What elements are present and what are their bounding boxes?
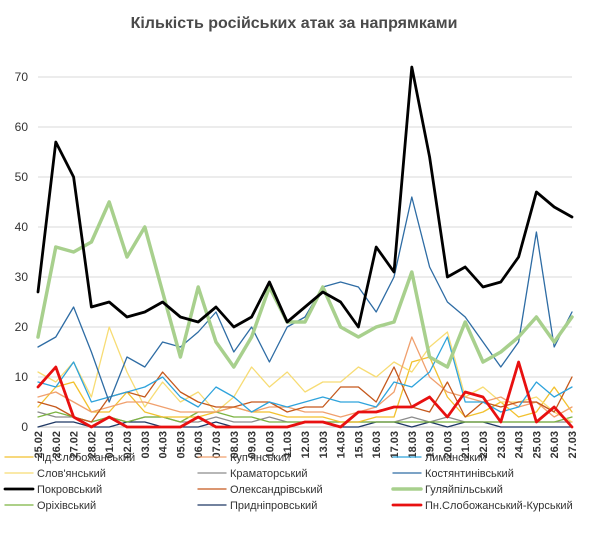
legend-item: Пн.Слобожанський-Курський [391, 500, 573, 512]
legend-item: Оріхівський [4, 500, 96, 512]
x-tick-label: 17.03 [389, 431, 401, 459]
legend-item: Придніпровський [197, 500, 317, 512]
x-tick-label: 14.03 [336, 431, 348, 459]
x-tick-label: 28.02 [86, 431, 98, 459]
x-tick-label: 06.03 [193, 431, 205, 459]
legend-item: Пд.Слобожанський [4, 452, 135, 464]
series-line [37, 336, 573, 413]
legend-label: Лиманський [425, 452, 486, 464]
x-tick-label: 21.03 [460, 431, 472, 459]
x-tick-label: 22.03 [478, 431, 490, 459]
x-tick-label: 20.03 [442, 431, 454, 459]
x-tick-label: 03.03 [140, 431, 152, 459]
y-tick-label: 70 [15, 70, 29, 84]
y-tick-label: 50 [15, 170, 29, 184]
series-line [37, 196, 573, 403]
legend-item: Костянтинівський [392, 468, 514, 480]
x-tick-label: 01.03 [104, 431, 116, 459]
x-tick-label: 23.03 [496, 431, 508, 459]
legend-item: Покровський [3, 484, 102, 496]
legend-label: Гуляйпільський [425, 484, 503, 496]
legend-item: Лиманський [392, 452, 486, 464]
x-tick-label: 16.03 [371, 431, 383, 459]
x-tick-label: 07.03 [211, 431, 223, 459]
series-lines [36, 65, 574, 429]
x-tick-label: 10.03 [264, 431, 276, 459]
legend-item: Гуляйпільський [391, 484, 503, 496]
series-line [36, 360, 574, 429]
series-line [36, 200, 574, 369]
x-tick-label: 04.03 [158, 431, 170, 459]
legend: Пд.Слобожанський Куп'янський Лиманський Сло… [3, 452, 573, 512]
legend-label: Костянтинівський [425, 468, 514, 480]
y-tick-label: 10 [15, 370, 29, 384]
x-tick-label: 26.03 [549, 431, 561, 459]
series-line [37, 326, 573, 423]
legend-item: Куп'янський [197, 452, 290, 464]
legend-item: Краматорський [197, 468, 308, 480]
y-tick-label: 40 [15, 220, 29, 234]
x-tick-label: 15.03 [353, 431, 365, 459]
gridlines [38, 76, 572, 428]
legend-label: Покровський [37, 484, 102, 496]
legend-label: Олександрівський [230, 484, 323, 496]
x-tick-label: 13.03 [318, 431, 330, 459]
legend-label: Куп'янський [230, 452, 290, 464]
y-tick-label: 60 [15, 120, 29, 134]
x-axis: 25.02 26.02 27.02 28.02 01.03 02.03 03.03 04.03… [33, 431, 579, 459]
x-tick-label: 12.03 [300, 431, 312, 459]
x-tick-label: 08.03 [229, 431, 241, 459]
chart-title: Кількість російських атак за напрямками [131, 15, 458, 32]
y-tick-label: 20 [15, 320, 29, 334]
x-tick-label: 27.02 [69, 431, 81, 459]
x-tick-label: 09.03 [247, 431, 259, 459]
series-line [36, 65, 574, 329]
x-tick-label: 18.03 [407, 431, 419, 459]
x-tick-label: 25.02 [33, 431, 45, 459]
legend-label: Придніпровський [230, 500, 317, 512]
x-tick-label: 26.02 [51, 431, 63, 459]
legend-label: Пн.Слобожанський-Курський [425, 500, 573, 512]
y-axis: 0 10 20 30 40 50 60 70 [15, 70, 29, 434]
legend-item: Слов'янський [4, 468, 106, 480]
y-tick-label: 0 [21, 420, 28, 434]
x-tick-label: 19.03 [425, 431, 437, 459]
x-tick-label: 05.03 [175, 431, 187, 459]
legend-label: Краматорський [230, 468, 308, 480]
x-tick-label: 25.03 [531, 431, 543, 459]
legend-label: Оріхівський [37, 500, 96, 512]
y-tick-label: 30 [15, 270, 29, 284]
x-tick-label: 24.03 [514, 431, 526, 459]
legend-label: Пд.Слобожанський [37, 452, 135, 464]
x-tick-label: 02.03 [122, 431, 134, 459]
legend-item: Олександрівський [197, 484, 323, 496]
legend-label: Слов'янський [37, 468, 106, 480]
x-tick-label: 11.03 [282, 431, 294, 458]
x-tick-label: 27.03 [567, 431, 579, 459]
